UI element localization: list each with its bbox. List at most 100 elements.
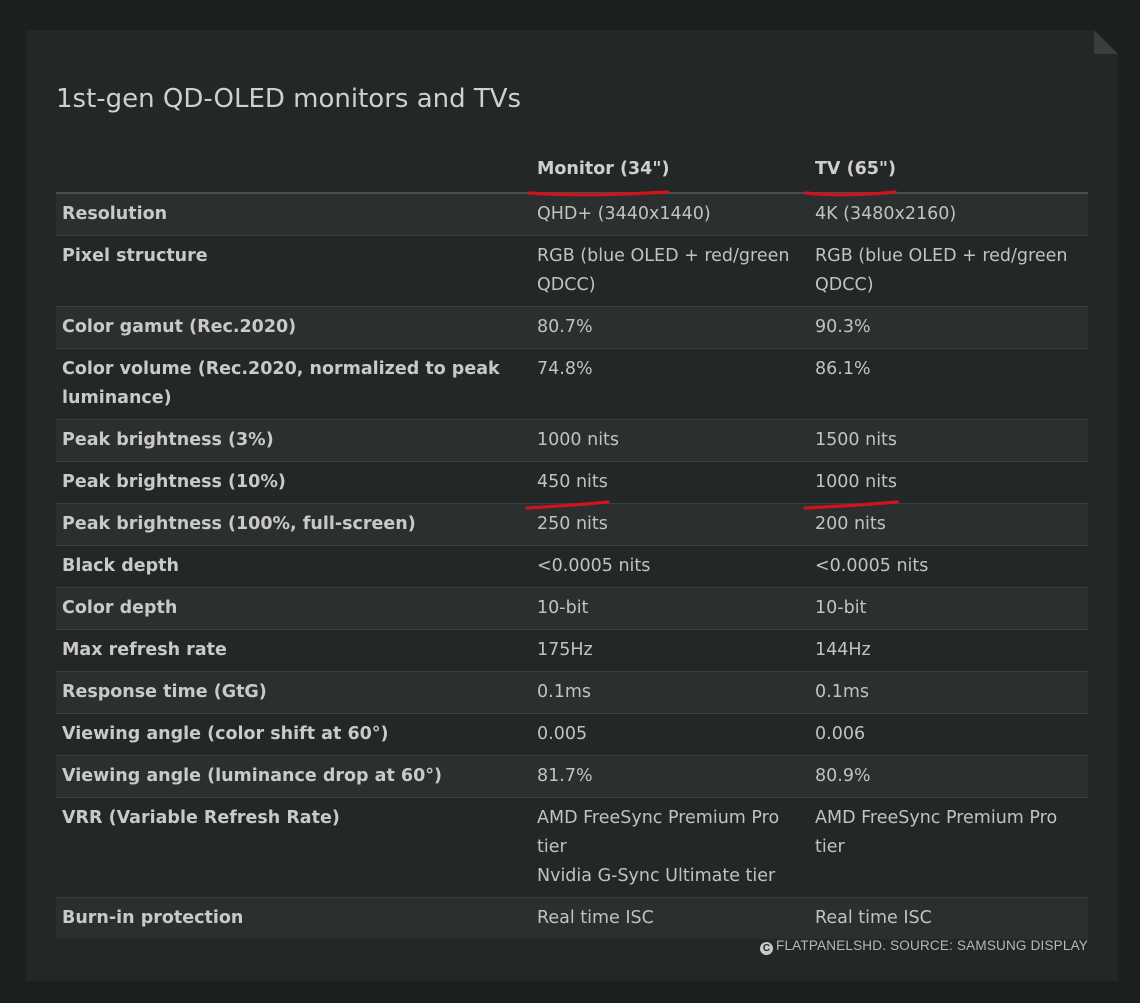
header-tv-label: TV (65") — [815, 159, 897, 179]
row-label: Response time (GtG) — [56, 671, 531, 714]
row-label: Viewing angle (luminance drop at 60°) — [56, 755, 531, 798]
cell-tv: 86.1% — [809, 348, 1088, 420]
cell-tv: 1500 nits — [809, 419, 1088, 462]
cell-monitor: 74.8% — [531, 348, 809, 420]
cell-monitor: 1000 nits — [531, 419, 809, 462]
cell-tv: 10-bit — [809, 587, 1088, 630]
cell-tv: 4K (3480x2160) — [809, 192, 1088, 236]
cell-tv: 0.006 — [809, 713, 1088, 756]
cell-tv: RGB (blue OLED + red/green QDCC) — [809, 235, 1088, 307]
cell-tv-value: 1000 nits — [803, 468, 1082, 510]
row-label: Burn-in protection — [56, 897, 531, 939]
table-row: Color depth 10-bit 10-bit — [56, 587, 1088, 630]
table-row: Peak brightness (100%, full-screen) 250 n… — [56, 503, 1088, 546]
table-header-row: Monitor (34") TV (65") — [56, 148, 1088, 197]
row-label: Peak brightness (100%, full-screen) — [56, 503, 531, 546]
cell-monitor-value: QHD+ (3440x1440) — [537, 204, 711, 224]
cell-tv-value: 200 nits — [815, 514, 886, 534]
cell-tv-value: RGB (blue OLED + red/green QDCC) — [815, 246, 1068, 295]
header-monitor: Monitor (34") — [527, 148, 809, 197]
page-title: 1st-gen QD-OLED monitors and TVs — [56, 84, 522, 114]
cell-monitor-value: Real time ISC — [537, 908, 654, 928]
table-row: Black depth <0.0005 nits <0.0005 nits — [56, 545, 1088, 588]
row-label: Pixel structure — [56, 235, 531, 307]
spec-table: Monitor (34") TV (65") Resolut — [56, 148, 1088, 939]
cell-monitor: Real time ISC — [531, 897, 809, 939]
fold-corner-icon — [1094, 30, 1118, 54]
cell-monitor-value: RGB (blue OLED + red/green QDCC) — [537, 246, 790, 295]
cell-tv-value: 10-bit — [815, 598, 867, 618]
table-row: Viewing angle (color shift at 60°) 0.005 0… — [56, 713, 1088, 756]
cell-monitor-value: 450 nits — [525, 468, 803, 510]
table-row: Peak brightness (10%) 450 nits 1000 nits — [56, 461, 1088, 510]
cell-tv: 200 nits — [809, 503, 1088, 546]
cell-monitor: 250 nits — [531, 503, 809, 546]
cell-tv: 0.1ms — [809, 671, 1088, 714]
cell-monitor-value: 80.7% — [537, 317, 593, 337]
row-label: Color volume (Rec.2020, normalized to pe… — [56, 348, 531, 420]
row-label: Peak brightness (3%) — [56, 419, 531, 462]
row-label: Color gamut (Rec.2020) — [56, 306, 531, 349]
cell-monitor: QHD+ (3440x1440) — [531, 192, 809, 236]
cell-monitor-value: 175Hz — [537, 640, 593, 660]
table-row: Color gamut (Rec.2020) 80.7% 90.3% — [56, 306, 1088, 349]
table-row: Peak brightness (3%) 1000 nits 1500 nits — [56, 419, 1088, 462]
cell-tv-value: 0.006 — [815, 724, 866, 744]
spec-card: 1st-gen QD-OLED monitors and TVs Monitor… — [26, 30, 1118, 981]
cell-monitor-value: 1000 nits — [537, 430, 620, 450]
table-row: VRR (Variable Refresh Rate) AMD FreeSync … — [56, 797, 1088, 898]
credit-text: FLATPANELSHD. SOURCE: SAMSUNG DISPLAY — [776, 938, 1088, 953]
cell-monitor: 10-bit — [531, 587, 809, 630]
cell-monitor: 0.1ms — [531, 671, 809, 714]
cell-monitor: 81.7% — [531, 755, 809, 798]
cell-monitor-value: AMD FreeSync Premium Pro tier — [537, 808, 780, 857]
row-label: Color depth — [56, 587, 531, 630]
cell-monitor-value: <0.0005 nits — [537, 556, 651, 576]
cell-monitor-value: 74.8% — [537, 359, 593, 379]
spec-table-body: Resolution QHD+ (3440x1440) 4K (3480x2160)… — [56, 192, 1088, 939]
cell-tv: Real time ISC — [809, 897, 1088, 939]
table-row: Viewing angle (luminance drop at 60°) 81.… — [56, 755, 1088, 798]
cell-tv: 80.9% — [809, 755, 1088, 798]
cell-tv: AMD FreeSync Premium Pro tier — [809, 797, 1088, 898]
table-row: Response time (GtG) 0.1ms 0.1ms — [56, 671, 1088, 714]
cell-monitor: 450 nits — [525, 461, 809, 510]
cell-tv: 144Hz — [809, 629, 1088, 672]
image-credit: C FLATPANELSHD. SOURCE: SAMSUNG DISPLAY — [760, 938, 1088, 955]
header-label-column — [56, 148, 531, 194]
header-tv: TV (65") — [804, 148, 1088, 197]
cell-tv-text: 1000 nits — [815, 472, 898, 492]
cell-monitor: 175Hz — [531, 629, 809, 672]
cell-monitor-value: 0.005 — [537, 724, 588, 744]
cell-monitor-value: 10-bit — [537, 598, 589, 618]
cell-tv-value: 86.1% — [815, 359, 871, 379]
cell-tv-value: Real time ISC — [815, 908, 932, 928]
row-label: Resolution — [56, 192, 531, 236]
cell-monitor-value: 250 nits — [537, 514, 608, 534]
cell-tv: 90.3% — [809, 306, 1088, 349]
cell-tv-value: 0.1ms — [815, 682, 869, 702]
cell-monitor: 0.005 — [531, 713, 809, 756]
cell-tv-value: 1500 nits — [815, 430, 898, 450]
cell-tv-value: 144Hz — [815, 640, 871, 660]
cell-monitor-value: 81.7% — [537, 766, 593, 786]
row-label: Peak brightness (10%) — [56, 461, 531, 504]
row-label: Black depth — [56, 545, 531, 588]
cell-monitor: AMD FreeSync Premium Pro tier Nvidia G-Sy… — [531, 797, 809, 898]
row-label: Max refresh rate — [56, 629, 531, 672]
row-label: Viewing angle (color shift at 60°) — [56, 713, 531, 756]
cell-tv-value: <0.0005 nits — [815, 556, 929, 576]
table-row: Resolution QHD+ (3440x1440) 4K (3480x2160) — [56, 192, 1088, 236]
copyright-icon: C — [760, 942, 774, 955]
cell-tv: <0.0005 nits — [809, 545, 1088, 588]
header-monitor-label: Monitor (34") — [537, 159, 670, 179]
cell-tv-value: 4K (3480x2160) — [815, 204, 957, 224]
table-row: Max refresh rate 175Hz 144Hz — [56, 629, 1088, 672]
cell-monitor-value: 0.1ms — [537, 682, 591, 702]
table-row: Color volume (Rec.2020, normalized to pe… — [56, 348, 1088, 420]
cell-monitor: RGB (blue OLED + red/green QDCC) — [531, 235, 809, 307]
cell-tv-value: 80.9% — [815, 766, 871, 786]
cell-monitor-text: 450 nits — [537, 472, 608, 492]
cell-tv: 1000 nits — [803, 461, 1088, 510]
table-row: Burn-in protection Real time ISC Real time… — [56, 897, 1088, 939]
